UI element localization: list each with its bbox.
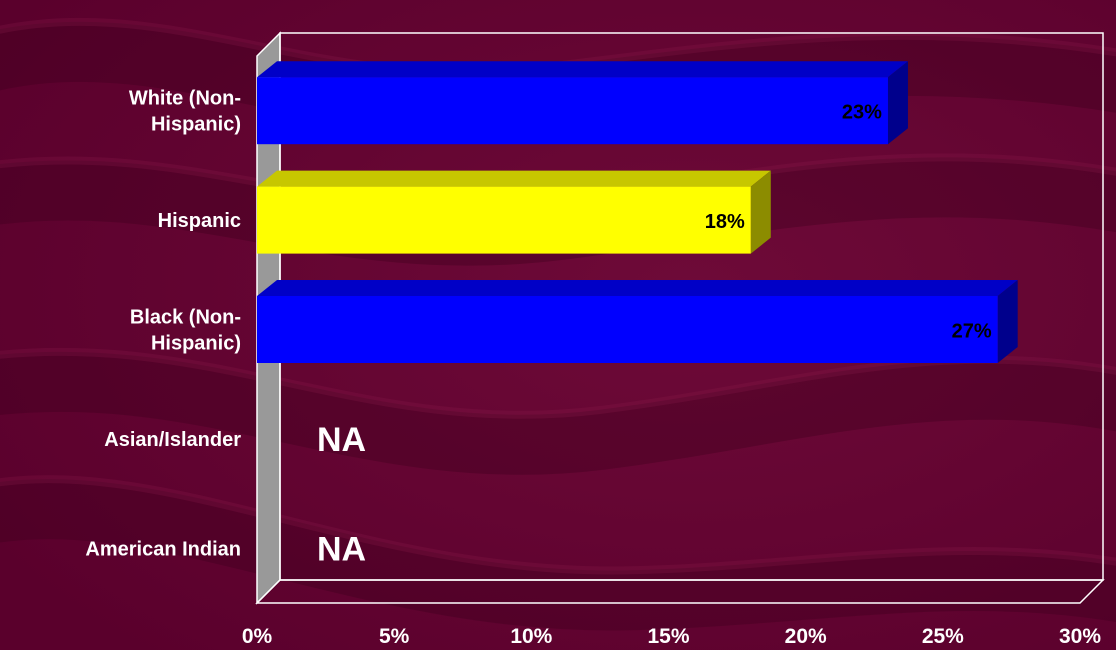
category-label-line: American Indian: [85, 538, 241, 560]
category-label-line: Hispanic: [158, 210, 241, 232]
category-label-line: Asian/Islander: [104, 429, 241, 451]
bar-value-label: 27%: [952, 321, 992, 343]
bar-front-face: [257, 296, 998, 363]
background-swoosh: [0, 351, 1116, 475]
bar-side-face: [997, 280, 1018, 363]
floor: [255, 579, 1105, 604]
bar-side-face: [887, 61, 908, 145]
bar-top-face: [257, 170, 771, 187]
category-label-line: Hispanic): [151, 333, 241, 355]
x-tick-label: 15%: [647, 625, 689, 648]
na-label: NA: [317, 530, 366, 568]
bar-front-face: [257, 77, 888, 145]
x-tick-label: 0%: [242, 625, 273, 648]
category-labels: White (Non- Hispanic) Hispanic Black (Non- H…: [85, 88, 241, 561]
bar-0: 23%: [257, 61, 908, 145]
category-label: Asian/Islander: [104, 429, 241, 451]
x-tick-label: 10%: [510, 625, 552, 648]
category-label-line: Hispanic): [151, 114, 241, 136]
category-label: Black (Non- Hispanic): [130, 307, 241, 355]
x-tick-label: 20%: [785, 625, 827, 648]
x-tick-label: 5%: [379, 625, 410, 648]
category-label: American Indian: [85, 538, 241, 560]
na-label: NA: [317, 421, 366, 459]
bar-front-face: [257, 186, 751, 254]
category-label: Hispanic: [158, 210, 241, 232]
bar-2: 27%: [257, 280, 1018, 363]
bar-top-face: [257, 280, 1018, 296]
background-swoosh: [0, 479, 1116, 631]
category-label-line: White (Non-: [129, 88, 241, 110]
bar-side-face: [750, 170, 771, 254]
bar-1: 18%: [257, 170, 771, 254]
x-tick-label: 30%: [1059, 625, 1101, 648]
background-swoosh-highlight: [0, 475, 1116, 575]
category-label-line: Black (Non-: [130, 307, 241, 329]
bar-value-label: 18%: [705, 211, 745, 233]
bar-value-label: 23%: [842, 102, 882, 124]
bar-top-face: [257, 61, 908, 78]
x-axis-ticks: 0% 5% 10% 15% 20% 25% 30%: [242, 625, 1102, 648]
category-label: White (Non- Hispanic): [129, 88, 241, 136]
x-tick-label: 25%: [922, 625, 964, 648]
bars-group: 23% 18% 27% NA NA: [257, 61, 1018, 568]
